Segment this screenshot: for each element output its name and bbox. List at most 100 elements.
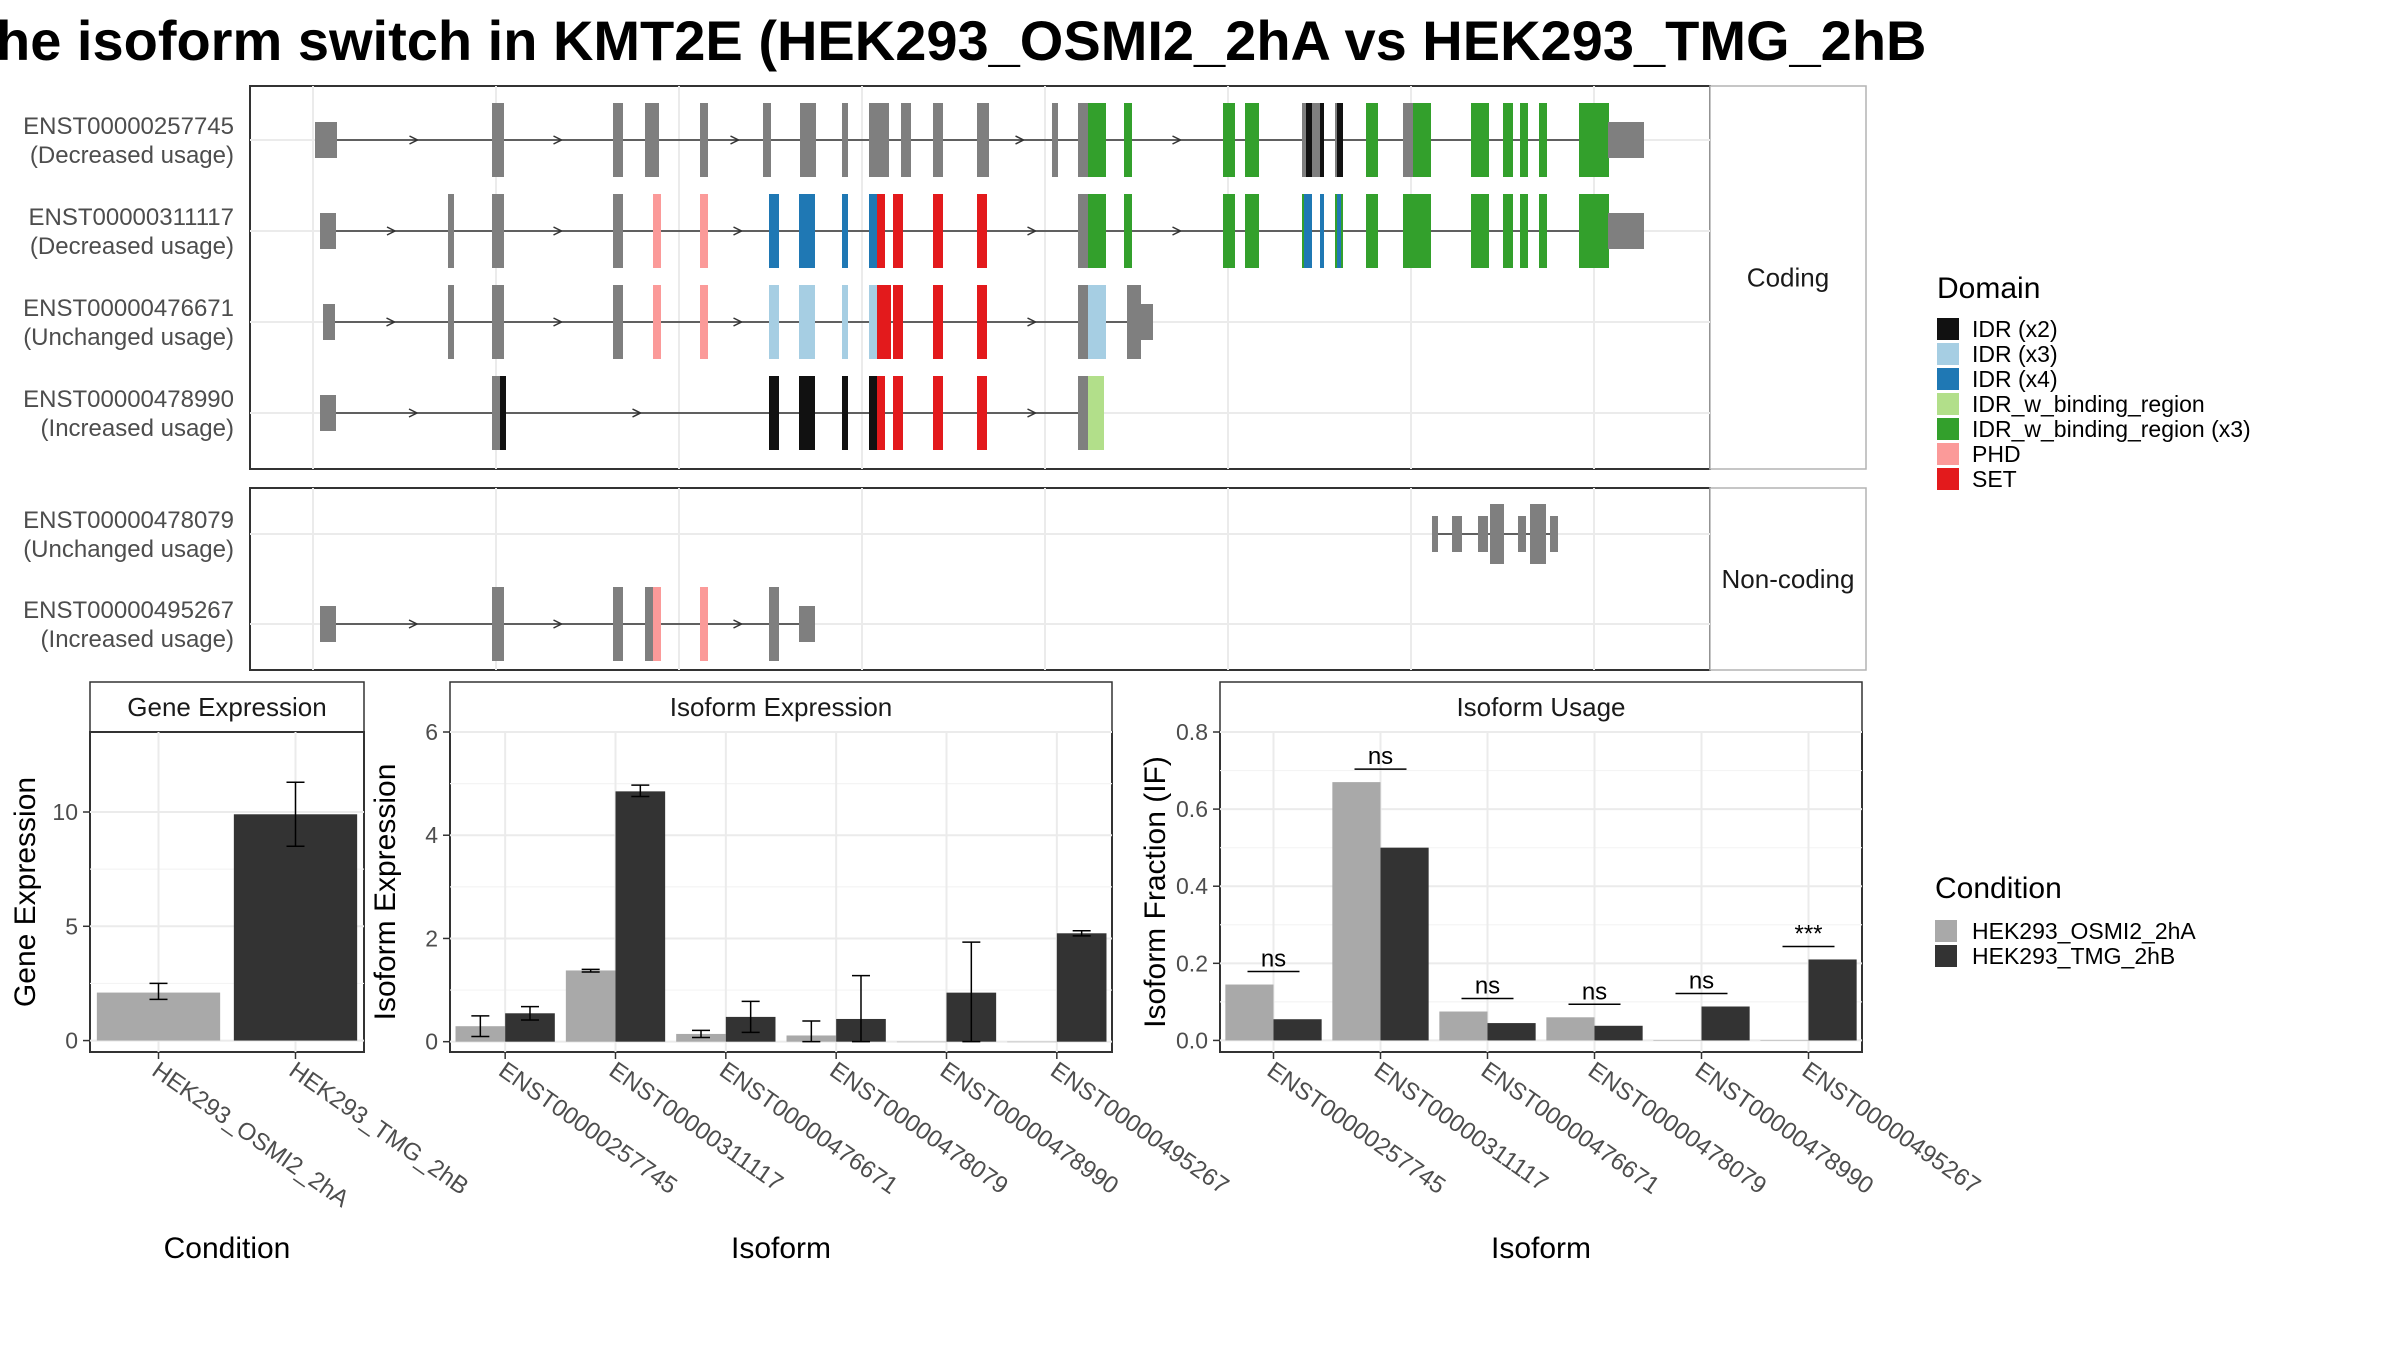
legend-label: IDR (x3) — [1972, 341, 2058, 367]
domain-legend-item: SET — [1937, 466, 2017, 492]
exon — [320, 395, 336, 431]
direction-arrow — [730, 135, 741, 145]
bar — [615, 791, 666, 1042]
domain-segment — [1088, 194, 1106, 268]
domain-segment — [1245, 194, 1259, 268]
domain-segment — [877, 376, 885, 450]
domain-segment — [653, 194, 661, 268]
domain-segment — [1403, 194, 1413, 268]
significance-label: ns — [1689, 968, 1714, 995]
domain-segment — [933, 376, 943, 450]
x-tick-label: ENST00000495267 — [1797, 1057, 1985, 1200]
domain-segment — [1223, 194, 1235, 268]
exon — [1052, 103, 1058, 177]
error-bar — [471, 1015, 490, 1038]
exon — [645, 103, 659, 177]
y-tick-label: 4 — [425, 822, 438, 848]
isoform-expression-chart: Isoform Expression 0 2 4 6 Isoform Expression… — [369, 681, 1234, 1265]
significance-label: *** — [1794, 920, 1822, 947]
x-axis-label: Isoform — [1491, 1232, 1591, 1265]
exon — [842, 103, 848, 177]
direction-arrow — [1027, 317, 1038, 327]
transcript-id: ENST00000476671 — [23, 295, 234, 322]
legend-label: IDR_w_binding_region (x3) — [1972, 416, 2251, 442]
exon — [1478, 516, 1488, 552]
domain-segment — [1088, 376, 1104, 450]
domain-segment — [1471, 103, 1489, 177]
legend-swatch — [1935, 945, 1957, 967]
error-bar — [520, 1005, 539, 1021]
direction-arrow — [1172, 135, 1183, 145]
exon — [1432, 516, 1438, 552]
legend-label: HEK293_OSMI2_2hA — [1972, 918, 2196, 944]
y-tick-label: 10 — [52, 799, 78, 825]
bar — [896, 1041, 947, 1043]
x-tick-label: ENST00000495267 — [1045, 1057, 1233, 1200]
direction-arrow — [1172, 226, 1183, 236]
domain-legend-item: IDR (x3) — [1937, 341, 2058, 367]
domain-segment — [869, 285, 879, 359]
gene-expression-chart: Gene Expression 0 5 10 Gene Expression Condit… — [9, 681, 473, 1265]
domain-legend-title: Domain — [1937, 272, 2040, 305]
bar — [1808, 959, 1857, 1041]
y-tick-label: 6 — [425, 719, 438, 745]
direction-arrow — [733, 317, 744, 327]
domain-legend-item: IDR (x2) — [1937, 316, 2058, 342]
y-tick-label: 0 — [425, 1029, 438, 1055]
exon — [492, 103, 504, 177]
legend-swatch — [1937, 318, 1959, 340]
exon — [1078, 103, 1088, 177]
domain-segment — [1304, 194, 1312, 268]
exon — [613, 103, 623, 177]
domain-segment — [1503, 103, 1513, 177]
exon — [1078, 376, 1088, 450]
error-bar — [581, 968, 600, 973]
direction-arrow — [408, 619, 419, 629]
significance-label: ns — [1368, 743, 1393, 770]
direction-arrow — [733, 226, 744, 236]
legend-swatch — [1937, 443, 1959, 465]
domain-segment — [877, 194, 885, 268]
transcript-id: ENST00000495267 — [23, 597, 234, 624]
bar — [1594, 1025, 1643, 1041]
condition-legend-title: Condition — [1935, 872, 2062, 905]
significance-label: ns — [1475, 973, 1500, 1000]
domain-segment — [869, 376, 879, 450]
bar — [1439, 1011, 1488, 1041]
domain-segment — [893, 376, 903, 450]
error-bar — [631, 784, 650, 798]
significance-annotation: ns — [1461, 973, 1514, 1000]
direction-arrow — [1027, 408, 1038, 418]
domain-segment — [893, 285, 903, 359]
domain-segment — [1337, 103, 1343, 177]
legend-label: IDR (x2) — [1972, 316, 2058, 342]
domain-segment — [1124, 194, 1132, 268]
exon — [315, 122, 337, 158]
error-bar — [851, 974, 870, 1043]
y-axis-label: Isoform Expression — [369, 764, 402, 1021]
domain-segment — [842, 376, 848, 450]
domain-segment — [1579, 194, 1609, 268]
domain-segment — [842, 194, 848, 268]
y-axis-label: Isoform Fraction (IF) — [1139, 756, 1172, 1028]
error-bar — [962, 941, 981, 1043]
bar — [233, 814, 358, 1041]
domain-segment — [500, 376, 506, 450]
exon — [1078, 194, 1088, 268]
legend-swatch — [1937, 343, 1959, 365]
x-tick-label: ENST00000311117 — [1369, 1057, 1553, 1197]
transcript-usage: (Decreased usage) — [30, 142, 234, 169]
direction-arrow — [386, 317, 397, 327]
exon — [323, 304, 335, 340]
significance-label: ns — [1261, 946, 1286, 973]
bar — [1701, 1006, 1750, 1041]
error-bar — [1072, 929, 1091, 937]
domain-segment — [893, 194, 903, 268]
domain-segment — [769, 285, 779, 359]
domain-segment — [1088, 285, 1106, 359]
transcript-panel-non-coding: Non-coding ENST00000478079(Unchanged usag… — [23, 487, 1867, 671]
exon — [448, 285, 454, 359]
significance-label: ns — [1582, 978, 1607, 1005]
